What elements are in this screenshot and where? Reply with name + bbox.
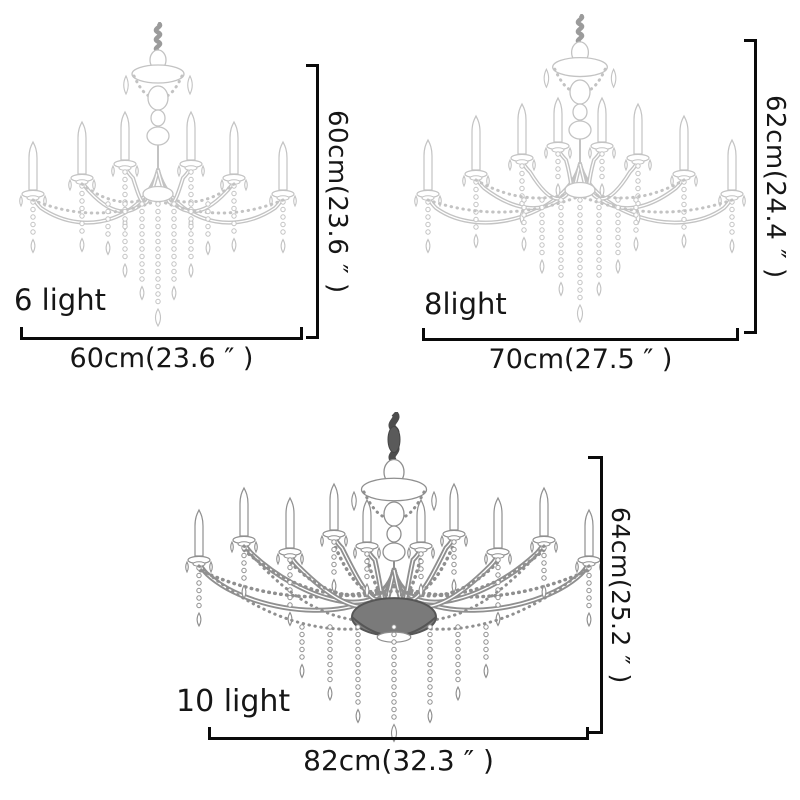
height-dimension-bracket-10-light: [588, 456, 603, 734]
height-dimension-bracket-6-light: [306, 64, 319, 339]
width-dimension-label-8-light: 70cm(27.5 ″ ): [488, 344, 673, 375]
width-dimension-bracket-10-light: [208, 727, 589, 740]
width-dimension-label-10-light: 82cm(32.3 ″ ): [303, 744, 494, 777]
chandelier-6-light-illustration: [19, 22, 297, 328]
product-label-10-light: 10 light: [176, 684, 291, 719]
width-dimension-label-6-light: 60cm(23.6 ″ ): [69, 343, 254, 374]
width-dimension-bracket-6-light: [20, 327, 303, 340]
height-dimension-label-6-light: 60cm(23.6 ″ ): [322, 109, 352, 294]
height-dimension-bracket-8-light: [744, 39, 757, 334]
product-label-8-light: 8light: [424, 287, 507, 321]
width-dimension-bracket-8-light: [422, 328, 739, 341]
chandelier-10-light-illustration: [185, 412, 603, 743]
height-dimension-label-8-light: 62cm(24.4 ″ ): [760, 94, 790, 279]
height-dimension-label-10-light: 64cm(25.2 ″ ): [606, 506, 635, 684]
chandelier-8-light-illustration: [414, 14, 746, 324]
product-label-6-light: 6 light: [14, 283, 106, 317]
